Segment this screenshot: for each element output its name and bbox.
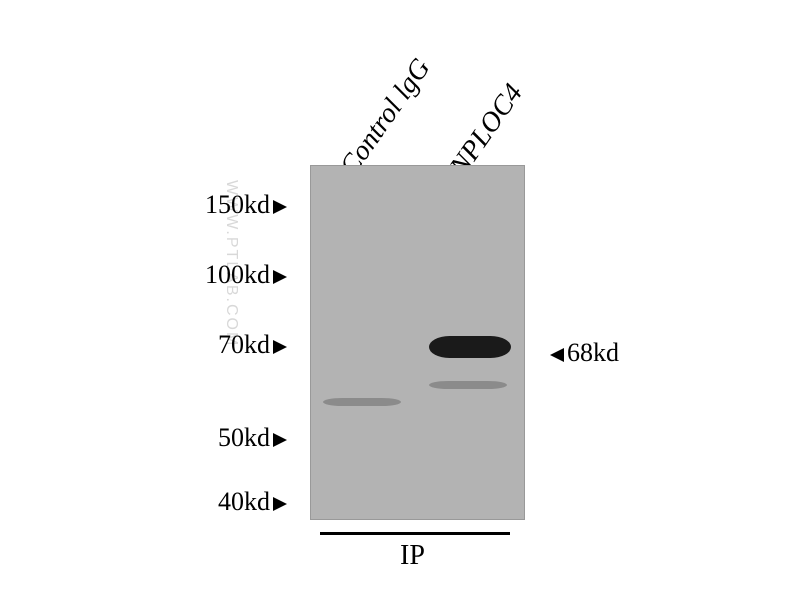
band-faint — [323, 398, 401, 406]
marker-row: 150kd — [192, 190, 287, 220]
marker-label: 50kd — [218, 423, 270, 452]
marker-row: 50kd — [192, 423, 287, 453]
marker-row: 40kd — [192, 487, 287, 517]
arrow-left-icon — [550, 348, 564, 362]
band-faint — [429, 381, 507, 389]
band-strong — [429, 336, 511, 358]
ip-label: IP — [400, 540, 425, 572]
figure-container: WWW.PTLAB.COM Control lgG NPLOC4 150kd 1… — [50, 30, 750, 570]
arrow-right-icon — [273, 340, 287, 354]
marker-label: 100kd — [205, 260, 270, 289]
marker-row: 100kd — [192, 260, 287, 290]
target-band-text: 68kd — [567, 338, 619, 367]
ip-underline — [320, 532, 510, 535]
marker-label: 70kd — [218, 330, 270, 359]
marker-label: 150kd — [205, 190, 270, 219]
marker-row: 70kd — [192, 330, 287, 360]
lane-label-control: Control lgG — [334, 53, 438, 182]
target-band-label: 68kd — [550, 338, 619, 368]
arrow-right-icon — [273, 497, 287, 511]
blot-membrane — [310, 165, 525, 520]
marker-label: 40kd — [218, 487, 270, 516]
arrow-right-icon — [273, 270, 287, 284]
arrow-right-icon — [273, 200, 287, 214]
arrow-right-icon — [273, 433, 287, 447]
